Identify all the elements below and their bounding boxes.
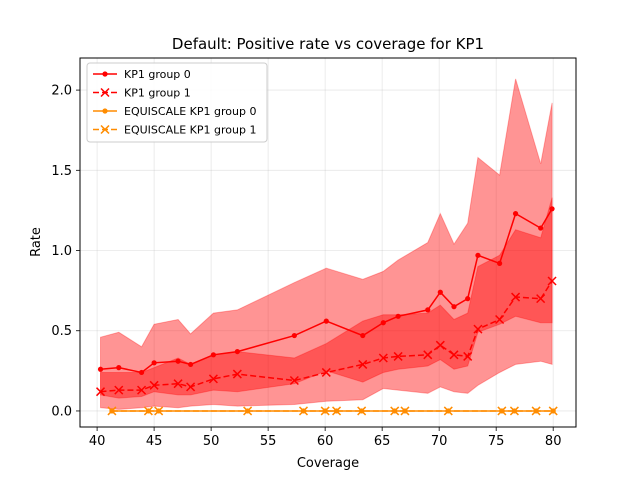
y-tick-label: 2.0 bbox=[51, 84, 72, 99]
point-equiscale-kp1-group-1 bbox=[400, 406, 410, 416]
point-kp1-group-0 bbox=[360, 332, 366, 339]
legend-marker-kp1-group-0 bbox=[102, 71, 108, 77]
series-markers bbox=[95, 206, 558, 416]
point-equiscale-kp1-group-1 bbox=[298, 406, 309, 416]
y-tick-label: 0.5 bbox=[51, 324, 72, 339]
point-kp1-group-0 bbox=[97, 366, 104, 372]
x-tick-label: 80 bbox=[545, 434, 562, 449]
point-kp1-group-0 bbox=[475, 252, 481, 258]
point-kp1-group-0 bbox=[234, 348, 240, 355]
point-kp1-group-0 bbox=[538, 225, 544, 231]
line-kp1-group-1 bbox=[100, 280, 553, 393]
point-kp1-group-1 bbox=[511, 292, 521, 302]
point-equiscale-kp1-group-1 bbox=[548, 406, 558, 416]
point-kp1-group-0 bbox=[210, 352, 217, 358]
x-tick-label: 55 bbox=[260, 434, 277, 449]
point-kp1-group-1 bbox=[95, 387, 106, 397]
point-kp1-group-0 bbox=[512, 211, 519, 217]
point-equiscale-kp1-group-1 bbox=[509, 406, 519, 416]
point-kp1-group-1 bbox=[423, 350, 433, 360]
y-tick-label: 1.5 bbox=[51, 164, 72, 179]
legend-label: EQUISCALE KP1 group 1 bbox=[124, 124, 256, 137]
point-kp1-group-1 bbox=[547, 276, 557, 286]
y-tick-label: 0.0 bbox=[51, 404, 72, 419]
point-kp1-group-0 bbox=[395, 313, 401, 319]
point-equiscale-kp1-group-1 bbox=[531, 406, 541, 416]
point-kp1-group-0 bbox=[465, 296, 471, 302]
legend-marker-equiscale-kp1-group-0 bbox=[102, 108, 108, 114]
y-axis-label: Rate bbox=[29, 227, 44, 257]
legend-label: KP1 group 0 bbox=[124, 68, 191, 81]
legend-marker-equiscale-kp1-group-1 bbox=[100, 124, 110, 135]
point-equiscale-kp1-group-1 bbox=[390, 406, 400, 416]
point-kp1-group-1 bbox=[114, 385, 124, 395]
point-kp1-group-1 bbox=[463, 351, 473, 361]
band-kp1-group-0 bbox=[100, 78, 553, 399]
legend-label: KP1 group 1 bbox=[124, 87, 191, 100]
point-kp1-group-0 bbox=[497, 260, 503, 266]
point-kp1-group-1 bbox=[173, 379, 183, 389]
point-kp1-group-1 bbox=[473, 324, 483, 334]
plot-frame bbox=[79, 57, 577, 428]
x-axis-label: Coverage bbox=[297, 456, 359, 471]
point-kp1-group-0 bbox=[380, 320, 386, 326]
point-equiscale-kp1-group-1 bbox=[154, 406, 164, 416]
point-kp1-group-0 bbox=[116, 365, 122, 371]
point-kp1-group-1 bbox=[449, 350, 459, 360]
point-kp1-group-0 bbox=[188, 361, 194, 368]
chart-title: Default: Positive rate vs coverage for K… bbox=[172, 35, 484, 53]
y-tick-label: 1.0 bbox=[51, 244, 72, 259]
point-kp1-group-0 bbox=[451, 304, 457, 310]
point-kp1-group-1 bbox=[289, 375, 299, 386]
point-kp1-group-1 bbox=[321, 367, 331, 377]
point-equiscale-kp1-group-1 bbox=[497, 406, 507, 416]
point-kp1-group-0 bbox=[175, 358, 181, 364]
point-kp1-group-0 bbox=[437, 289, 443, 295]
x-tick-label: 70 bbox=[431, 434, 448, 449]
point-kp1-group-1 bbox=[208, 374, 218, 384]
point-equiscale-kp1-group-1 bbox=[320, 406, 330, 416]
point-equiscale-kp1-group-1 bbox=[107, 406, 117, 416]
point-kp1-group-0 bbox=[291, 332, 297, 339]
point-kp1-group-0 bbox=[425, 307, 431, 313]
point-kp1-group-0 bbox=[549, 206, 555, 212]
x-tick-label: 65 bbox=[374, 434, 391, 449]
point-kp1-group-1 bbox=[393, 351, 403, 361]
point-equiscale-kp1-group-1 bbox=[357, 406, 367, 416]
legend-box bbox=[86, 62, 268, 143]
x-axis-ticks: 40 45 50 55 60 65 70 75 80 bbox=[89, 427, 562, 449]
legend-marker-kp1-group-1 bbox=[100, 87, 110, 98]
legend: KP1 group 0 KP1 group 1 EQUISCALE KP1 grou… bbox=[86, 62, 268, 143]
x-tick-label: 75 bbox=[488, 434, 505, 449]
point-kp1-group-0 bbox=[138, 369, 145, 376]
line-kp1-group-0 bbox=[100, 208, 553, 374]
point-equiscale-kp1-group-1 bbox=[143, 406, 153, 416]
legend-label: EQUISCALE KP1 group 0 bbox=[124, 105, 256, 118]
point-kp1-group-1 bbox=[137, 385, 147, 395]
x-tick-label: 45 bbox=[146, 434, 163, 449]
point-equiscale-kp1-group-1 bbox=[243, 406, 253, 416]
point-kp1-group-1 bbox=[232, 369, 242, 379]
point-kp1-group-1 bbox=[186, 382, 196, 392]
point-kp1-group-1 bbox=[536, 294, 546, 304]
x-tick-label: 50 bbox=[203, 434, 220, 449]
point-equiscale-kp1-group-1 bbox=[443, 406, 453, 416]
y-axis-ticks: 0.0 0.5 1.0 1.5 2.0 bbox=[51, 84, 80, 419]
point-kp1-group-1 bbox=[149, 380, 159, 390]
point-kp1-group-1 bbox=[435, 340, 445, 350]
x-tick-label: 60 bbox=[317, 434, 334, 449]
point-kp1-group-1 bbox=[378, 353, 388, 363]
point-kp1-group-0 bbox=[151, 360, 157, 366]
point-kp1-group-0 bbox=[323, 318, 329, 324]
point-equiscale-kp1-group-1 bbox=[332, 406, 342, 416]
point-kp1-group-1 bbox=[358, 359, 368, 369]
x-tick-label: 40 bbox=[89, 434, 106, 449]
point-kp1-group-1 bbox=[495, 314, 505, 325]
